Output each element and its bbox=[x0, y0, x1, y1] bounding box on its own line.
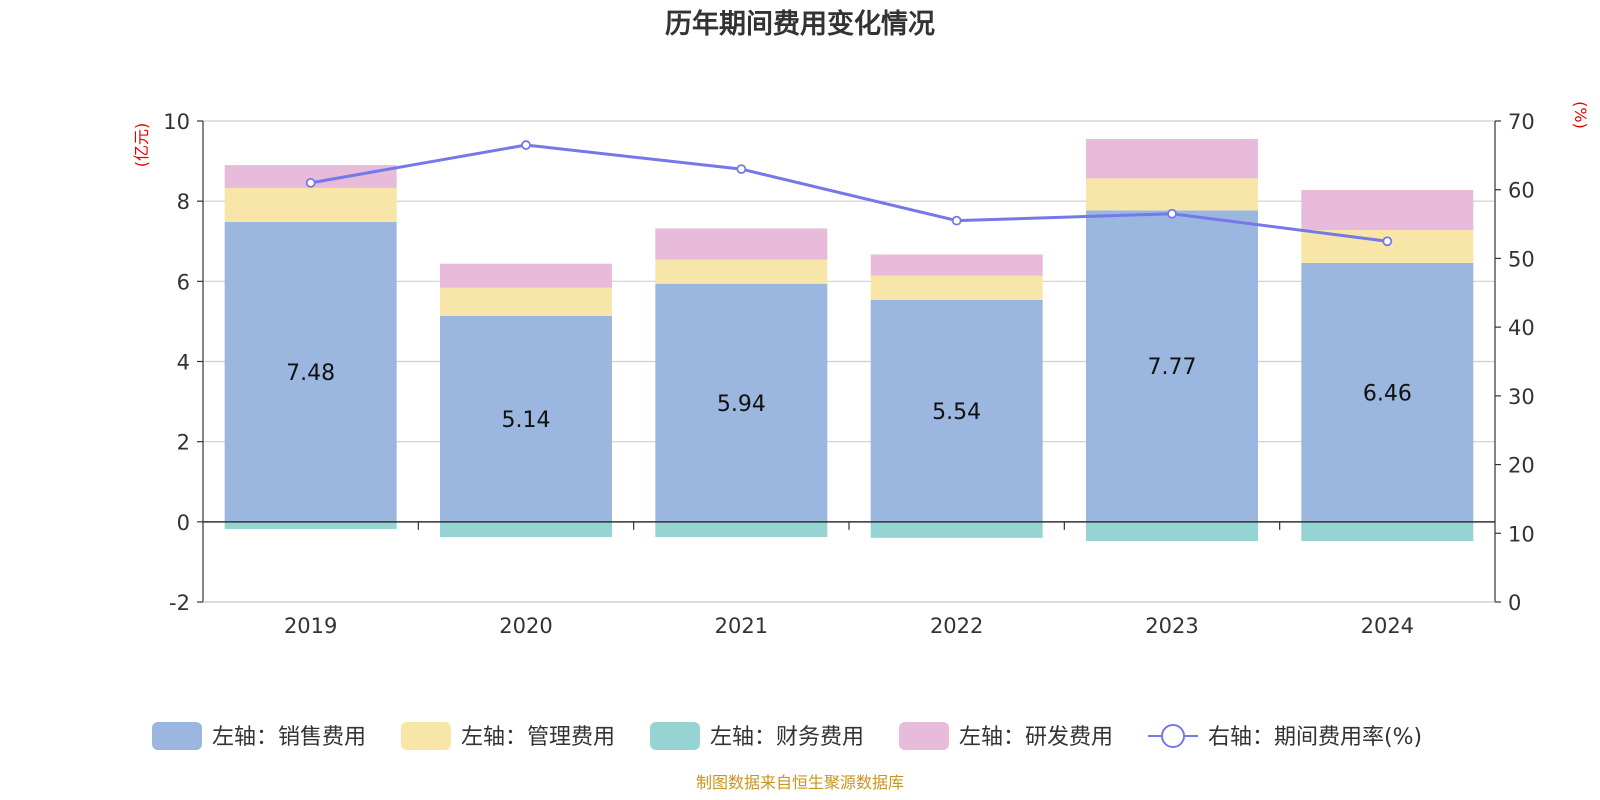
x-axis-label: 2022 bbox=[930, 614, 983, 638]
bar-2023-finance bbox=[1086, 521, 1258, 542]
right-axis-tick-label: 60 bbox=[1508, 179, 1535, 203]
right-axis-tick-label: 10 bbox=[1508, 522, 1535, 546]
bar-2020-0 bbox=[440, 315, 612, 522]
legend-label: 左轴：管理费用 bbox=[461, 725, 615, 750]
legend-label: 左轴：研发费用 bbox=[959, 725, 1113, 750]
left-axis-tick-label: 10 bbox=[163, 110, 190, 134]
bar-2019-1 bbox=[224, 187, 397, 223]
bar-2021-finance bbox=[655, 521, 828, 538]
bar-2023-3 bbox=[1086, 139, 1258, 179]
bar-2022-0 bbox=[870, 299, 1043, 522]
rate-point bbox=[736, 164, 747, 175]
bar-2023-1 bbox=[1086, 178, 1258, 211]
legend-swatch bbox=[650, 722, 700, 750]
bar-value-label: 7.48 bbox=[286, 361, 335, 386]
right-axis-tick-label: 50 bbox=[1508, 247, 1535, 271]
bar-2022-1 bbox=[870, 275, 1043, 300]
right-axis-tick-label: 70 bbox=[1508, 110, 1535, 134]
bar-2019-finance bbox=[224, 521, 397, 530]
bar-value-label: 5.14 bbox=[502, 408, 551, 433]
legend-label: 右轴：期间费用率(%) bbox=[1208, 725, 1422, 750]
rate-line-series bbox=[305, 140, 1393, 247]
legend-label: 左轴：财务费用 bbox=[710, 725, 864, 750]
bar-2024-finance bbox=[1301, 521, 1474, 542]
left-axis-unit: (亿元) bbox=[132, 123, 151, 168]
legend-swatch bbox=[152, 722, 202, 750]
rate-point bbox=[521, 140, 531, 150]
chart-title: 历年期间费用变化情况 bbox=[665, 8, 935, 40]
right-axis-tick-label: 40 bbox=[1508, 316, 1535, 340]
bar-2020-3 bbox=[440, 263, 612, 288]
x-axis-label: 2019 bbox=[284, 614, 337, 638]
right-axis-tick-label: 20 bbox=[1508, 454, 1535, 478]
bar-2021-0 bbox=[655, 283, 828, 522]
bar-2023-0 bbox=[1086, 210, 1258, 522]
bar-2019-3 bbox=[224, 165, 397, 188]
rate-point bbox=[951, 215, 962, 226]
bar-2022-3 bbox=[870, 254, 1043, 276]
bar-value-labels: 7.48 5.14 5.94 5.54 7.77 6.46 bbox=[286, 355, 1412, 433]
x-axis-label: 2024 bbox=[1361, 614, 1414, 638]
bar-2020-1 bbox=[440, 287, 612, 316]
right-axis-tick-label: 0 bbox=[1508, 591, 1521, 615]
axes: -2 0 2 4 6 8 10 0 10 20 30 40 50 60 70 2019 2020 2021 2022… bbox=[163, 110, 1534, 638]
left-axis-tick-label: 4 bbox=[177, 351, 190, 375]
left-axis-tick-label: 8 bbox=[177, 190, 190, 214]
bar-2024-3 bbox=[1301, 189, 1474, 231]
grid-lines bbox=[203, 120, 1495, 603]
bar-2021-3 bbox=[655, 228, 828, 260]
bar-2024-0 bbox=[1301, 262, 1474, 522]
bar-2019-0 bbox=[224, 222, 397, 522]
legend: 左轴：销售费用 左轴：管理费用 左轴：财务费用 左轴：研发费用 右轴：期间费用率(%) bbox=[152, 722, 1422, 750]
legend-swatch bbox=[899, 722, 949, 750]
left-axis-tick-label: 6 bbox=[177, 270, 190, 294]
source-note: 制图数据来自恒生聚源数据库 bbox=[696, 773, 904, 792]
right-axis-unit: (%) bbox=[1571, 101, 1590, 129]
x-axis-label: 2023 bbox=[1145, 614, 1198, 638]
bar-value-label: 6.46 bbox=[1363, 381, 1412, 406]
x-axis-label: 2020 bbox=[499, 614, 552, 638]
bar-2020-finance bbox=[440, 521, 612, 538]
rate-point bbox=[305, 177, 316, 188]
left-axis-tick-label: -2 bbox=[169, 591, 190, 615]
bar-2021-1 bbox=[655, 259, 828, 284]
legend-swatch bbox=[401, 722, 451, 750]
bar-value-label: 5.54 bbox=[932, 400, 981, 425]
x-axis-label: 2021 bbox=[715, 614, 768, 638]
left-axis-tick-label: 0 bbox=[177, 511, 190, 535]
bar-value-label: 7.77 bbox=[1148, 355, 1197, 380]
legend-label: 左轴：销售费用 bbox=[212, 725, 366, 750]
bar-2022-finance bbox=[870, 521, 1043, 538]
left-axis-tick-label: 2 bbox=[177, 431, 190, 455]
bar-series bbox=[224, 139, 1474, 542]
rate-point bbox=[1167, 208, 1177, 219]
bar-2024-1 bbox=[1301, 230, 1474, 263]
legend-circle-swatch bbox=[1161, 724, 1185, 748]
right-axis-tick-label: 30 bbox=[1508, 385, 1535, 409]
rate-line bbox=[310, 143, 1388, 243]
bar-value-label: 5.94 bbox=[717, 392, 766, 417]
rate-point bbox=[1382, 236, 1393, 247]
